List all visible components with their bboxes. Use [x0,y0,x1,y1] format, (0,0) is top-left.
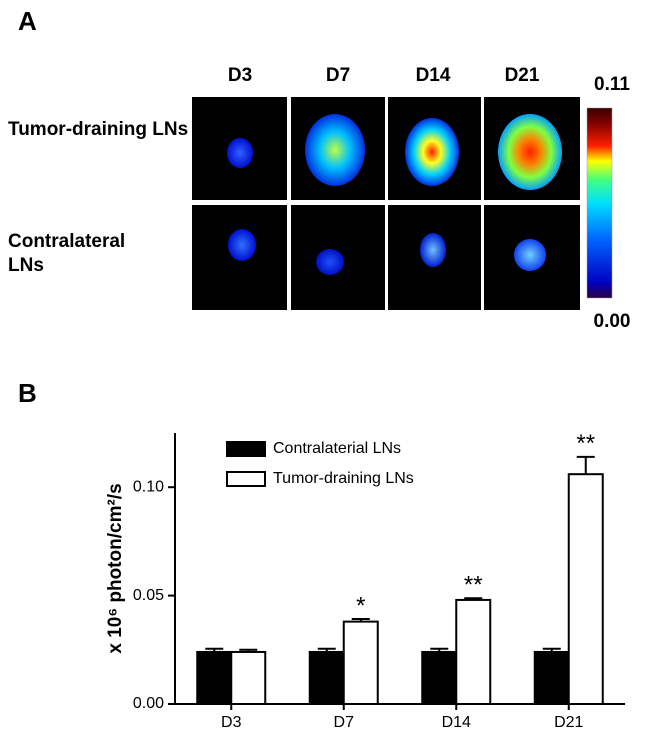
y-tick-label: 0.10 [133,478,164,495]
bar [533,650,570,706]
image-panel: D3 D7 D14 D21 0.00 0.11 [192,65,631,332]
ln-signal [514,239,546,271]
colorbar-label: 0.11 [594,74,630,95]
significance-label: ** [464,572,483,599]
bar [308,650,345,706]
bar [455,598,492,705]
y-tick-label: 0.05 [133,587,164,604]
column-label: D7 [326,65,350,86]
ln-signal [227,138,253,168]
y-tick-label: 0.00 [133,695,164,712]
column-label: D3 [228,65,252,86]
bar [196,650,233,706]
x-tick-label: D7 [334,714,355,731]
bar [421,650,458,706]
legend-label: Tumor-draining LNs [273,470,414,487]
colorbar-label: 0.00 [594,311,631,332]
ln-signal [316,249,344,275]
bar [230,650,267,706]
row-label: Contralateral LNs [8,231,126,276]
column-label: D14 [416,65,451,86]
significance-label: ** [576,430,595,457]
ln-signal [305,114,365,186]
legend-swatch [226,471,266,487]
colorbar [586,107,613,299]
x-tick-label: D21 [554,714,583,731]
legend-swatch [226,441,266,457]
bar [342,620,379,706]
row-label: Tumor-draining LNs [8,119,189,140]
ln-signal [228,229,256,261]
x-tick-label: D14 [442,714,471,731]
ln-signal [405,118,459,186]
bar [567,473,604,705]
column-label: D21 [505,65,540,86]
ln-signal [498,114,562,190]
legend-label: Contralaterial LNs [273,440,401,457]
ln-signal [420,233,446,267]
x-tick-label: D3 [221,714,242,731]
panel-label: A [18,6,37,36]
significance-label: * [356,592,365,619]
y-axis-label: x 10⁶ photon/cm²/s [105,483,126,653]
panel-label: B [18,378,37,408]
